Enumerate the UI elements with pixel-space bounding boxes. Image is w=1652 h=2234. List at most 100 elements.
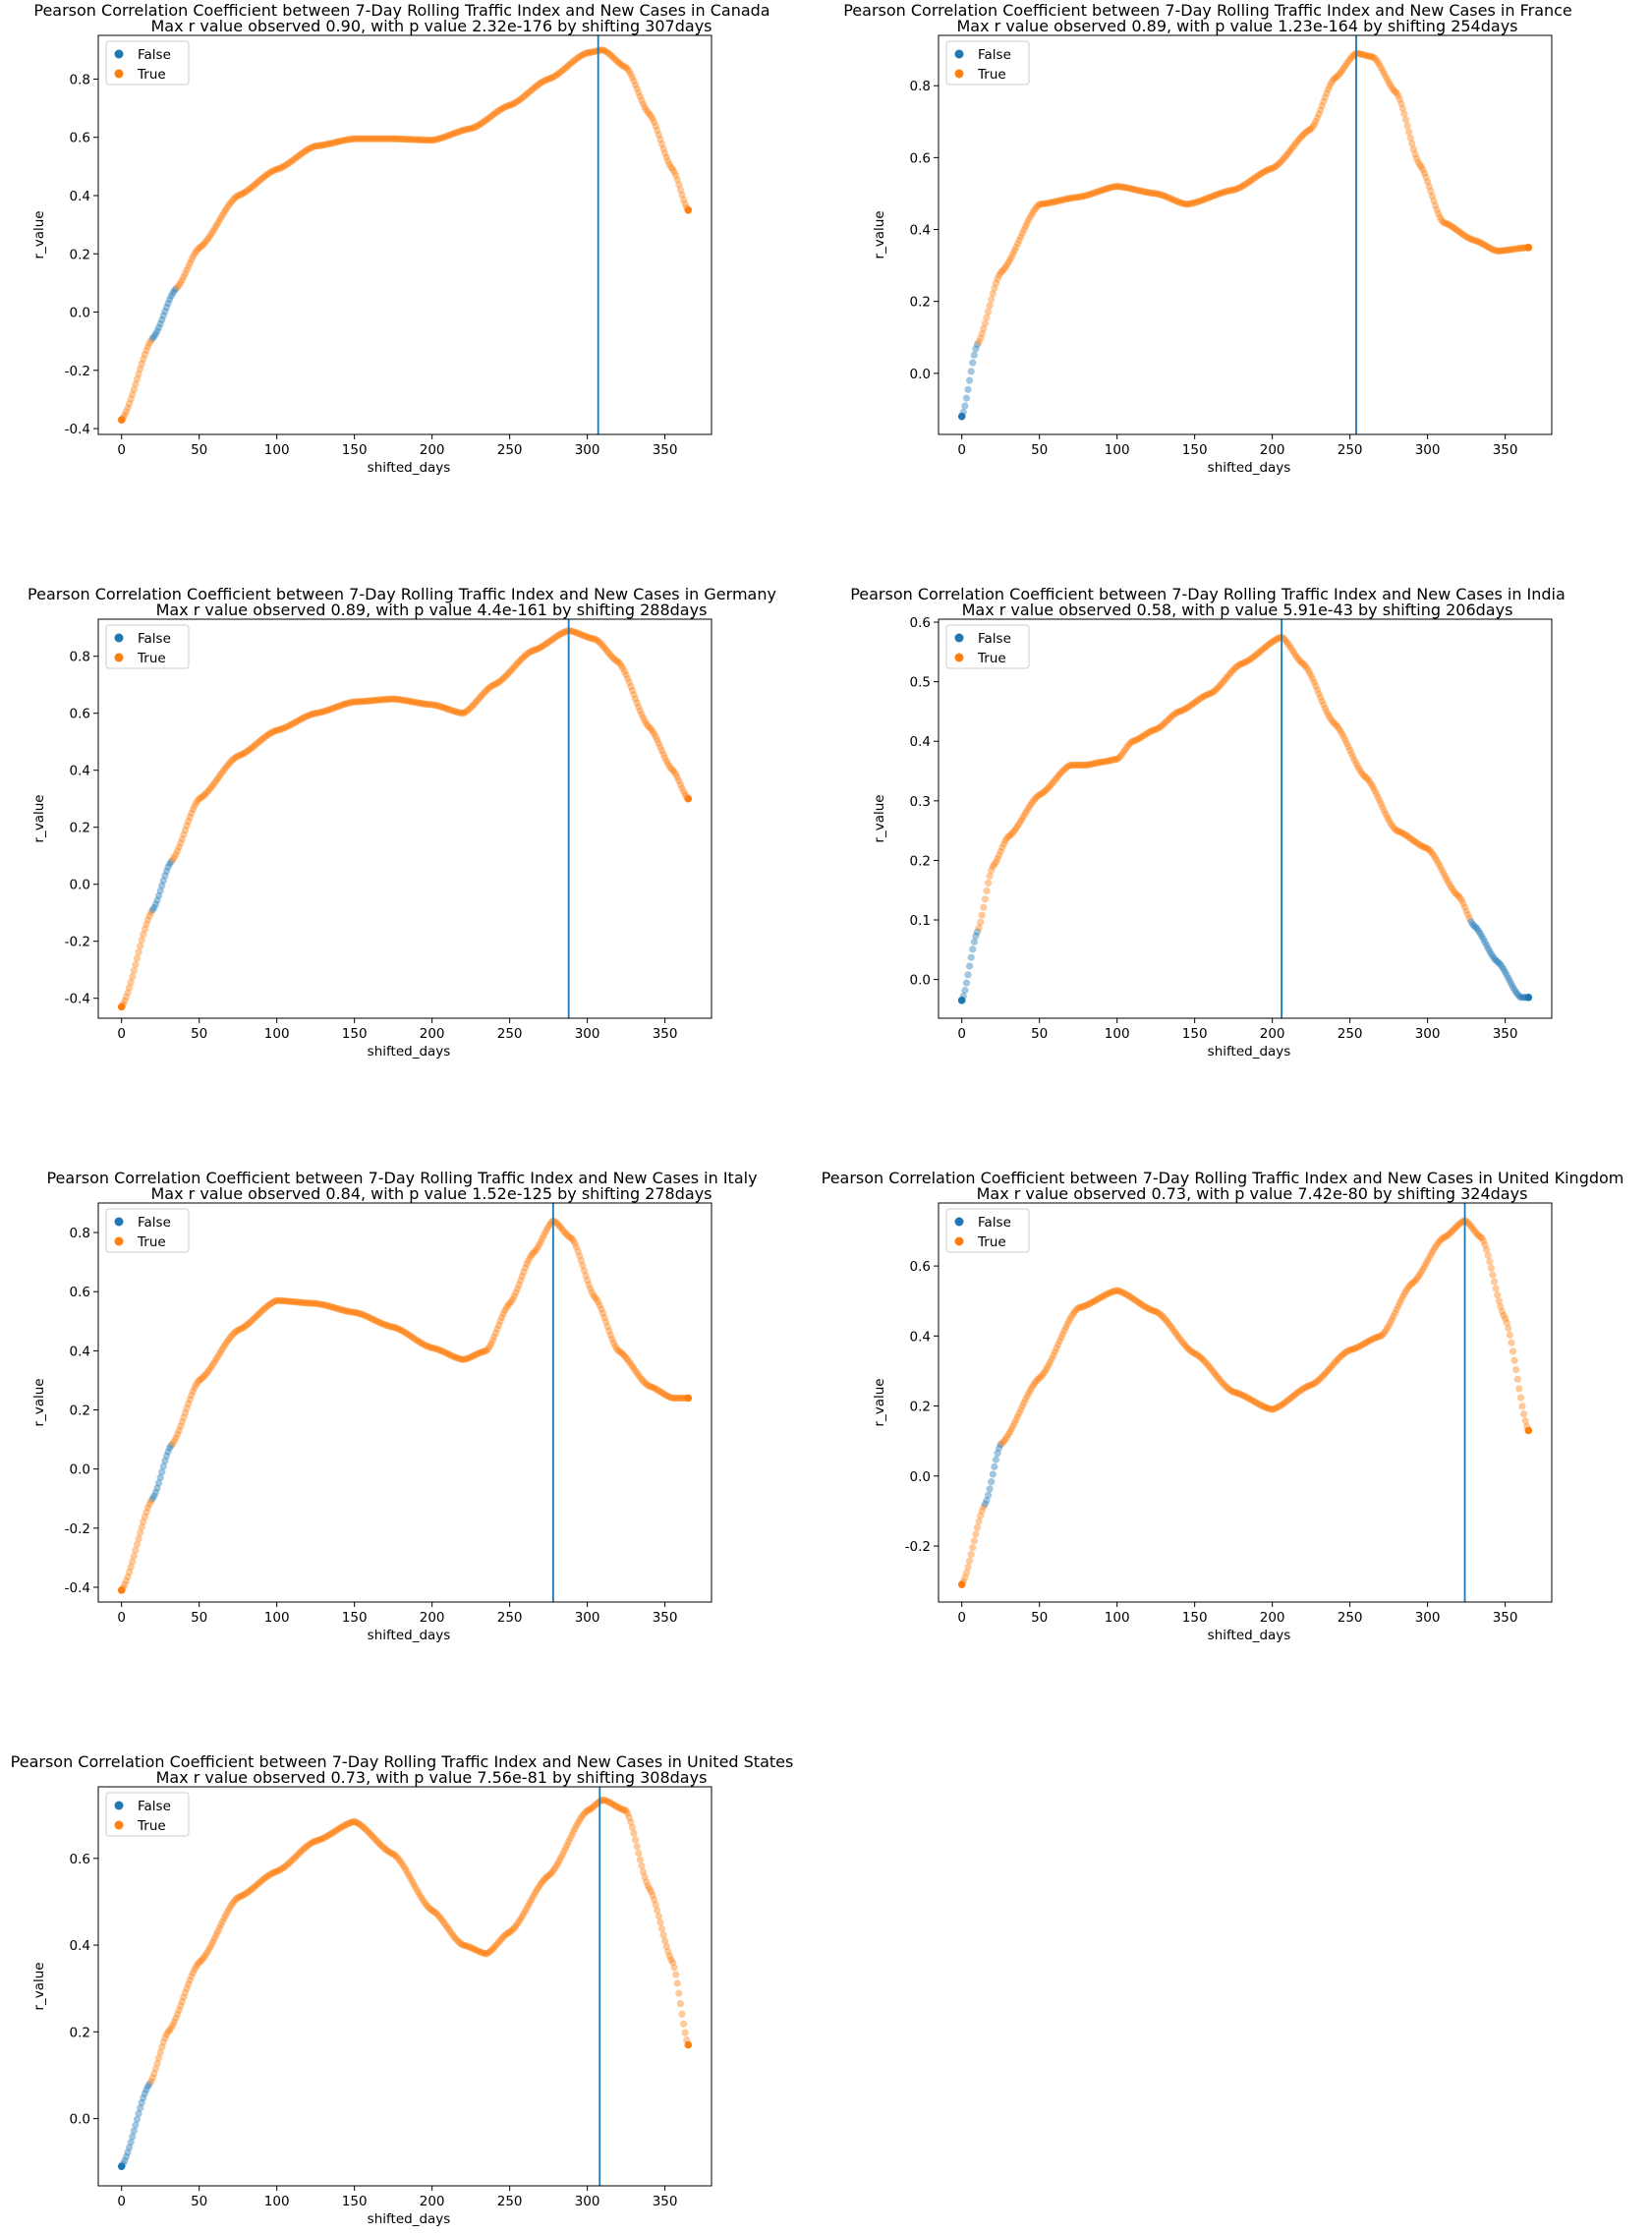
data-point-false xyxy=(148,334,156,342)
data-point-false xyxy=(1498,963,1507,971)
data-point-true xyxy=(437,1916,445,1923)
data-point-true xyxy=(650,730,658,738)
data-point-true xyxy=(661,1391,669,1399)
data-point-true xyxy=(1388,84,1396,91)
data-point-true xyxy=(652,122,659,130)
data-point-true xyxy=(1261,1403,1269,1411)
data-point-true xyxy=(989,862,997,871)
data-point-true xyxy=(402,1865,410,1873)
data-point-true xyxy=(1339,1351,1346,1359)
data-point-true xyxy=(1516,1394,1525,1402)
data-point-true xyxy=(574,629,582,637)
data-point-true xyxy=(427,1905,434,1914)
data-point-true xyxy=(524,649,533,658)
data-point-true xyxy=(1253,651,1261,659)
data-point-true xyxy=(1079,193,1087,200)
data-point-true xyxy=(539,1878,546,1886)
data-point-true xyxy=(1096,187,1104,195)
data-point-true xyxy=(257,1307,265,1316)
data-point-true xyxy=(442,1921,450,1929)
data-point-true xyxy=(1143,730,1151,738)
data-point-true xyxy=(322,1832,330,1841)
data-point-true xyxy=(258,1306,267,1314)
data-point-false xyxy=(122,2152,131,2161)
data-point-false xyxy=(145,2080,153,2088)
data-point-true xyxy=(1390,86,1397,93)
data-point-true xyxy=(613,57,621,65)
data-point-true xyxy=(322,707,330,715)
data-point-true xyxy=(631,1836,640,1844)
data-point-true xyxy=(673,1394,681,1403)
y-tick-label: 0.8 xyxy=(70,1226,90,1241)
data-point-true xyxy=(316,1836,324,1844)
data-point-true xyxy=(571,1825,579,1833)
data-point-true xyxy=(298,715,306,722)
data-point-true xyxy=(542,1873,551,1881)
data-point-true xyxy=(349,698,357,706)
data-point-true xyxy=(668,165,677,173)
data-point-true xyxy=(617,1348,625,1357)
data-point-true xyxy=(603,48,611,57)
data-point-true xyxy=(643,719,651,727)
data-point-true xyxy=(1353,763,1362,771)
data-point-true xyxy=(277,1865,286,1873)
x-tick-label: 300 xyxy=(575,1026,600,1042)
data-point-true xyxy=(1379,803,1387,811)
data-point-true xyxy=(293,1298,301,1306)
data-point-true xyxy=(237,1892,245,1900)
data-point-true xyxy=(295,716,303,724)
data-point-true xyxy=(1184,200,1192,208)
legend-marker-false xyxy=(954,633,964,643)
data-point-true xyxy=(1093,759,1101,767)
data-point-true xyxy=(542,1226,551,1233)
data-point-false xyxy=(1471,923,1480,932)
data-point-true xyxy=(1110,1288,1118,1295)
data-point-true xyxy=(1460,903,1469,911)
data-point-true xyxy=(164,2028,172,2035)
data-point-true xyxy=(524,1257,533,1265)
axes-frame xyxy=(938,618,1553,1019)
data-point-true xyxy=(1055,771,1063,778)
data-point-true xyxy=(226,759,234,767)
data-point-true xyxy=(403,1868,411,1876)
data-point-true xyxy=(406,136,415,143)
data-point-true xyxy=(145,339,153,347)
data-point-true xyxy=(529,647,537,655)
data-point-true xyxy=(279,1296,287,1305)
data-point-true xyxy=(183,1404,191,1412)
data-point-true xyxy=(628,1362,637,1370)
data-point-true xyxy=(310,143,318,150)
data-point-true xyxy=(552,1219,560,1227)
y-tick-label: 0.0 xyxy=(70,2112,90,2128)
data-point-false xyxy=(162,867,171,875)
data-point-true xyxy=(1293,654,1301,661)
data-point-true xyxy=(290,719,298,727)
data-point-endpoint xyxy=(117,1586,126,1594)
data-point-true xyxy=(1446,880,1453,888)
data-point-true xyxy=(1037,200,1045,208)
data-point-true xyxy=(414,1888,423,1896)
data-point-true xyxy=(1221,188,1228,197)
data-point-true xyxy=(588,1289,596,1296)
data-point-true xyxy=(330,1303,338,1312)
data-point-true xyxy=(344,136,352,143)
data-point-true xyxy=(1180,1340,1188,1347)
data-point-true xyxy=(306,1299,313,1307)
data-point-true xyxy=(383,1847,391,1855)
data-point-true xyxy=(1431,1243,1440,1251)
data-point-true xyxy=(1133,735,1141,744)
data-point-true xyxy=(421,700,428,708)
y-axis-label: r_value xyxy=(31,210,47,258)
data-point-true xyxy=(454,709,463,716)
x-tick-label: 250 xyxy=(1338,1610,1363,1626)
chart-title-line2: Max r value observed 0.84, with p value … xyxy=(151,1184,712,1203)
data-point-true xyxy=(1290,1392,1298,1400)
data-point-true xyxy=(1110,756,1118,764)
legend-label-true: True xyxy=(137,1234,166,1250)
data-point-true xyxy=(257,1877,265,1885)
data-point-true xyxy=(178,1997,186,2006)
y-axis-label: r_value xyxy=(31,794,47,842)
data-point-true xyxy=(665,1952,673,1960)
data-point-true xyxy=(1398,1292,1406,1301)
data-point-true xyxy=(561,1844,570,1853)
